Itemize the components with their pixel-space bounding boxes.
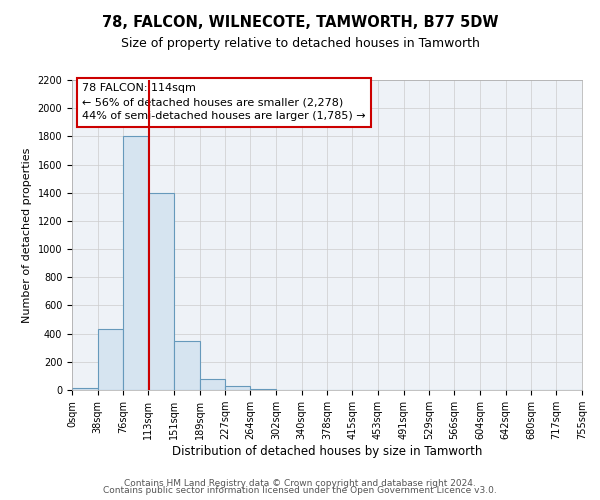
Bar (226, 386, 250, 390)
Bar (98, 330, 124, 390)
X-axis label: Distribution of detached houses by size in Tamworth: Distribution of detached houses by size … (172, 445, 482, 458)
Text: Contains public sector information licensed under the Open Government Licence v3: Contains public sector information licen… (103, 486, 497, 495)
Bar (148, 192, 174, 390)
Text: Contains HM Land Registry data © Crown copyright and database right 2024.: Contains HM Land Registry data © Crown c… (124, 478, 476, 488)
Text: Size of property relative to detached houses in Tamworth: Size of property relative to detached ho… (121, 38, 479, 51)
Y-axis label: Number of detached properties: Number of detached properties (22, 148, 32, 322)
Bar (72, 388, 98, 390)
Bar (174, 340, 200, 390)
Text: 78, FALCON, WILNECOTE, TAMWORTH, B77 5DW: 78, FALCON, WILNECOTE, TAMWORTH, B77 5DW (102, 15, 498, 30)
Bar (124, 136, 148, 390)
Text: 78 FALCON: 114sqm
← 56% of detached houses are smaller (2,278)
44% of semi-detac: 78 FALCON: 114sqm ← 56% of detached hous… (82, 83, 366, 121)
Bar (200, 380, 226, 390)
